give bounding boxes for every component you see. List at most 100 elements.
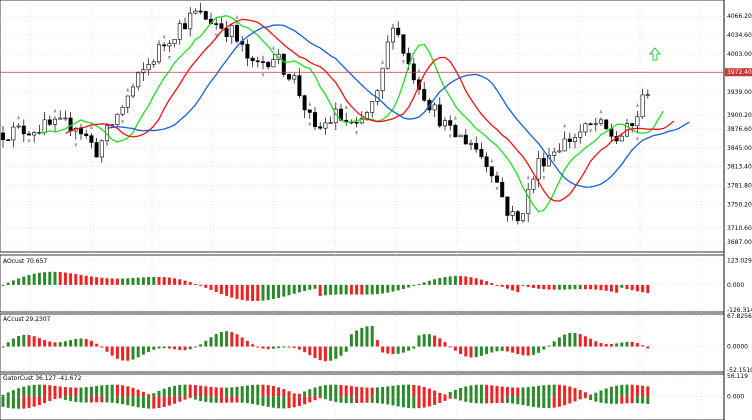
gator-upper-bar [240,386,244,397]
ac-bar [511,346,515,353]
gator-upper-bar [69,387,73,397]
ac-bar [100,346,104,348]
ac-bar [121,346,125,361]
ao-bar [230,284,234,298]
ao-bar [245,284,249,301]
gator-lower-bar [89,396,93,403]
ao-bar [557,284,561,290]
fractal-up-marker [344,104,348,109]
ao-bar [11,280,15,285]
gator-lower-bar [422,396,426,408]
candle-body [177,23,182,40]
current-price-label: 3972.40 [727,69,752,76]
ac-bar [6,342,10,347]
gator-lower-bar [214,396,218,403]
ac-bar [43,340,47,347]
fractal-up-marker [381,59,385,64]
ao-bar [453,276,457,285]
gator-lower-bar [609,396,613,404]
candle-body [318,126,323,129]
gator-upper-bar [313,387,317,397]
ac-bar [37,338,41,347]
candle-body [453,125,458,138]
candle-body [32,132,37,136]
gator-upper-bar [199,385,203,397]
ao-bar [219,284,223,295]
ac-bar [261,346,265,349]
candle-body [323,122,328,129]
fractal-up-marker [453,115,457,120]
gator-lower-bar [552,396,556,408]
gator-upper-bar [22,386,26,397]
current-price-tag [725,68,752,77]
gator-lower-bar [381,396,385,404]
ao-bar [157,276,161,285]
gator-lower-bar [27,396,31,408]
candle-body [172,39,177,45]
ac-bar [58,342,62,347]
ac-bar [271,346,275,349]
ao-bar [271,284,275,300]
ac-bar [32,336,36,347]
gator-lower-bar [11,396,15,409]
gator-upper-bar [485,384,489,397]
gator-upper-bar [141,391,145,397]
fractal-down-marker [635,137,639,142]
ao-bar [74,274,78,285]
fractal-down-marker [74,143,78,148]
candle-body [640,94,645,118]
gator-upper-bar [292,393,296,397]
gator-lower-bar [521,396,525,405]
fractal-up-marker [162,34,166,39]
candle-body [63,117,68,120]
gator-lower-bar [537,396,541,408]
gator-upper-bar [11,390,15,397]
ac-bar [225,331,229,347]
gator-lower-bar [193,396,197,400]
gator-lower-bar [490,396,494,404]
gator-upper-bar [407,384,411,397]
gator-lower-bar [334,396,338,402]
ac-bar [173,346,177,350]
ao-bar [485,281,489,285]
ao-bar [329,284,333,295]
gator-upper-bar [318,386,322,397]
ac-bar [188,346,192,350]
gator-upper-bar [557,384,561,397]
ac-bar [219,331,223,347]
gator-lower-bar [417,396,421,409]
ac-bar [17,336,21,347]
ac-bar [589,338,593,347]
fractal-up-marker [635,102,639,107]
gator-upper-bar [531,386,535,397]
candle-body [500,181,505,198]
ac-bar [552,341,556,347]
gator-upper-bar [261,384,265,397]
ao-bar [84,275,88,285]
ao-bar [516,284,520,293]
gator-lower-bar [375,396,379,404]
gator-lower-bar [287,396,291,409]
ac-bar [287,346,291,348]
fractal-down-marker [542,176,546,181]
gator-upper-bar [511,387,515,397]
gator-upper-bar [355,386,359,397]
ac-bar [557,337,561,347]
ao-bar [48,271,52,285]
gator-upper-bar [417,385,421,397]
gator-lower-bar [568,396,572,404]
candle-body [286,74,291,80]
gator-lower-bar [292,396,296,408]
ac-bar [453,346,457,351]
gator-upper-bar [391,385,395,397]
ac-bar [526,346,530,356]
ao-bar [1,284,5,286]
gator-lower-bar [599,396,603,403]
ao-bar [79,274,83,285]
ao-bar [370,284,374,295]
price-pane [0,2,724,225]
ac-bar [479,346,483,356]
ac-bar [277,346,281,349]
ao-bar [490,282,494,285]
gator-lower-bar [604,396,608,404]
